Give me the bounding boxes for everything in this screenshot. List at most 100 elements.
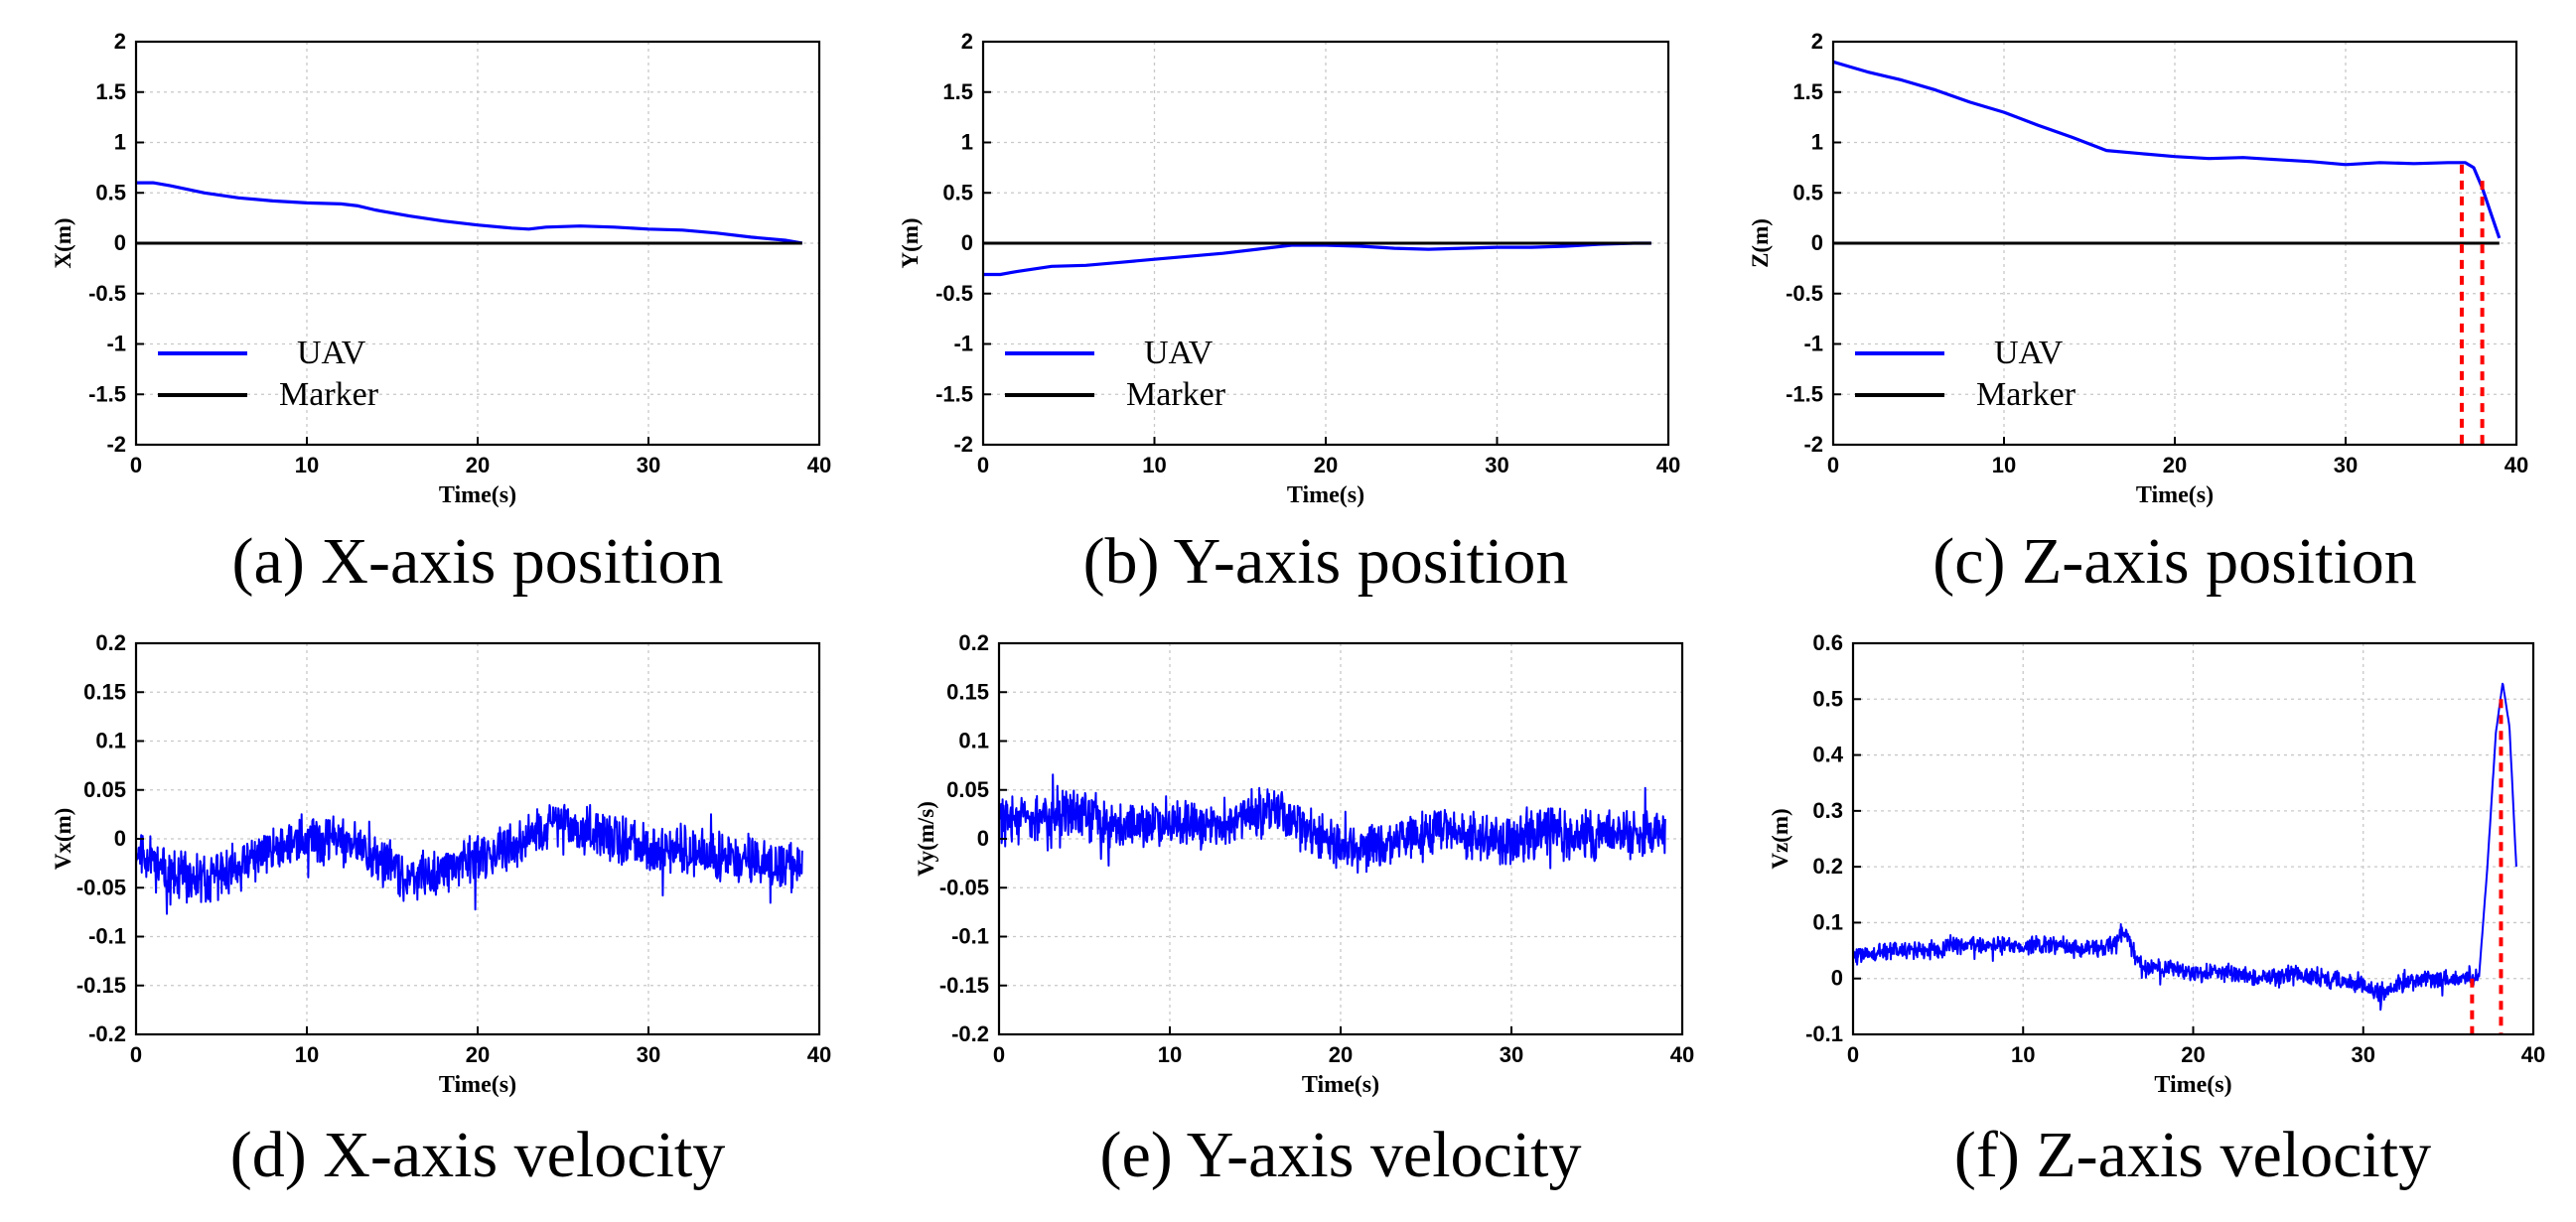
y-tick-label: 1.5	[942, 79, 973, 104]
series-line-vx	[135, 803, 803, 915]
x-axis-label: Time(s)	[439, 1072, 516, 1098]
y-axis-label: Z(m)	[1748, 218, 1773, 268]
chart-b: 0 10 20 30 40 -2 -1.5 -1 -0.5 0 0.5 1 1.5 2 Time(s) Y(m…	[898, 29, 1680, 598]
y-tick-label: -2	[953, 432, 973, 457]
y-tick-label: -0.5	[88, 281, 126, 306]
y-tick-label: -0.2	[951, 1021, 989, 1046]
x-tick-label: 40	[1670, 1042, 1694, 1067]
x-tick-label: 10	[295, 1042, 319, 1067]
x-tick-label: 30	[1485, 453, 1508, 477]
y-tick-label: -1.5	[88, 381, 126, 406]
y-tick-label: 1	[114, 130, 126, 155]
legend-label-marker: Marker	[1126, 376, 1226, 413]
x-tick-label: 40	[1656, 453, 1680, 477]
x-axis-label: Time(s)	[1287, 482, 1364, 508]
x-tick-label: 0	[130, 1042, 142, 1067]
y-tick-label: -0.5	[935, 281, 973, 306]
x-tick-label: 30	[2352, 1042, 2375, 1067]
x-axis-label: Time(s)	[2154, 1072, 2231, 1098]
x-tick-label: 0	[993, 1042, 1005, 1067]
y-tick-label: 0	[114, 826, 126, 851]
legend-label-uav: UAV	[297, 335, 366, 371]
y-tick-label: 0.05	[946, 777, 989, 802]
x-tick-label: 10	[1992, 453, 2016, 477]
y-axis-label: Y(m)	[898, 217, 923, 268]
y-tick-label: 0.1	[1812, 909, 1843, 934]
chart-c: 0 10 20 30 40 -2 -1.5 -1 -0.5 0 0.5 1 1.5 2 Time(s) Z(m…	[1748, 29, 2528, 598]
chart-e: 0 10 20 30 40 -0.2 -0.15 -0.1 -0.05 0 0.05 0.1 0.15 0…	[914, 630, 1694, 1191]
y-tick-label: -1	[106, 332, 126, 356]
y-tick-label: -1.5	[935, 381, 973, 406]
subplot-caption: (f) Z-axis velocity	[1954, 1119, 2431, 1191]
x-tick-label: 20	[1314, 453, 1338, 477]
y-tick-label: 0.2	[95, 630, 126, 655]
x-tick-label: 10	[295, 453, 319, 477]
y-axis-label: Vy(m/s)	[914, 801, 938, 877]
y-tick-label: 0.3	[1812, 798, 1843, 823]
x-tick-label: 10	[1142, 453, 1166, 477]
y-tick-label: -2	[106, 432, 126, 457]
subplot-caption: (e) Y-axis velocity	[1099, 1119, 1581, 1191]
x-axis-label: Time(s)	[439, 482, 516, 508]
y-tick-label: 0.1	[95, 729, 126, 753]
y-tick-label: 0.4	[1812, 743, 1843, 767]
series-line-vz	[1852, 682, 2517, 1012]
y-tick-label: 2	[114, 29, 126, 54]
y-tick-label: 0.2	[1812, 854, 1843, 879]
legend-label-uav: UAV	[1994, 335, 2064, 371]
x-tick-label: 20	[2163, 453, 2187, 477]
y-tick-label: -0.05	[76, 875, 126, 899]
x-axis-label: Time(s)	[2136, 482, 2214, 508]
x-tick-label: 40	[807, 453, 831, 477]
y-axis-label: Vx(m)	[51, 808, 75, 871]
y-tick-label: 0.6	[1812, 630, 1843, 655]
y-tick-label: 1.5	[1792, 79, 1823, 104]
x-tick-label: 0	[977, 453, 989, 477]
subplot-caption: (a) X-axis position	[232, 525, 724, 598]
legend-label-uav: UAV	[1144, 335, 1214, 371]
y-tick-label: -1.5	[1786, 381, 1823, 406]
x-tick-label: 40	[807, 1042, 831, 1067]
y-tick-label: 0.1	[958, 729, 989, 753]
y-tick-label: 1	[961, 130, 973, 155]
x-tick-label: 20	[466, 453, 490, 477]
y-tick-label: 0.15	[946, 679, 989, 704]
chart-f: 0 10 20 30 40-0.100.10.20.30.40.50.6Time(s)V…	[1768, 630, 2545, 1191]
y-tick-label: -1	[1803, 332, 1823, 356]
x-tick-label: 30	[637, 453, 660, 477]
x-tick-label: 10	[2011, 1042, 2035, 1067]
y-axis-label: Vz(m)	[1768, 808, 1792, 869]
x-tick-label: 30	[2334, 453, 2358, 477]
y-tick-label: 0	[114, 230, 126, 255]
x-tick-label: 20	[1329, 1042, 1353, 1067]
y-tick-label: 2	[961, 29, 973, 54]
y-tick-label: 0	[1831, 966, 1843, 991]
subplot-caption: (b) Y-axis position	[1083, 525, 1569, 598]
y-tick-label: -0.1	[88, 924, 126, 949]
y-tick-label: 0	[1811, 230, 1823, 255]
x-tick-label: 0	[1847, 1042, 1859, 1067]
x-tick-label: 40	[2521, 1042, 2545, 1067]
series-line-vy	[998, 773, 1666, 875]
y-tick-label: -0.05	[939, 875, 989, 899]
y-tick-label: 0.5	[1792, 180, 1823, 204]
y-tick-label: 0.5	[95, 180, 126, 204]
y-tick-label: 2	[1811, 29, 1823, 54]
legend-label-marker: Marker	[279, 376, 379, 413]
y-tick-label: 0.05	[83, 777, 126, 802]
series-line-uav	[136, 181, 803, 245]
subplot-caption: (d) X-axis velocity	[230, 1119, 726, 1191]
legend-label-marker: Marker	[1976, 376, 2076, 413]
y-tick-label: 0.15	[83, 679, 126, 704]
x-tick-label: 20	[466, 1042, 490, 1067]
series-line-uav	[983, 241, 1651, 277]
y-axis-label: X(m)	[51, 217, 75, 268]
x-tick-label: 30	[1500, 1042, 1523, 1067]
x-tick-label: 10	[1158, 1042, 1182, 1067]
y-tick-label: -2	[1803, 432, 1823, 457]
y-tick-label: 1.5	[95, 79, 126, 104]
x-tick-label: 0	[130, 453, 142, 477]
x-tick-label: 30	[637, 1042, 660, 1067]
y-tick-label: 0.5	[942, 180, 973, 204]
